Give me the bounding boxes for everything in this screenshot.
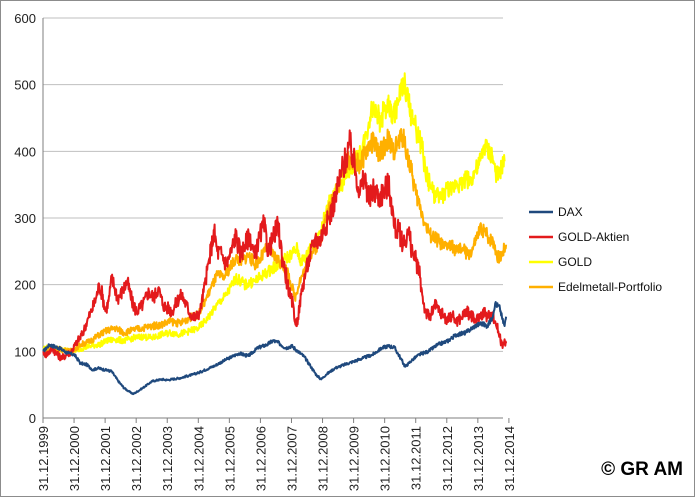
x-tick-label-9: 31.12.2008 xyxy=(316,426,331,491)
series-line-gold xyxy=(42,72,506,355)
copyright-label: © GR AM xyxy=(601,459,683,480)
y-tick-label-100: 100 xyxy=(14,344,36,359)
x-tick-label-2: 31.12.2001 xyxy=(98,426,113,491)
legend-label-edelmetall-portfolio: Edelmetall-Portfolio xyxy=(558,280,662,294)
y-tick-label-400: 400 xyxy=(14,144,36,159)
x-tick-label-4: 31.12.2003 xyxy=(160,426,175,491)
x-tick-label-12: 31.12.2011 xyxy=(409,426,424,490)
y-tick-label-200: 200 xyxy=(14,278,36,293)
x-tick-label-7: 31.12.2006 xyxy=(253,426,268,491)
legend-label-gold: GOLD xyxy=(558,255,592,269)
x-tick-label-0: 31.12.1999 xyxy=(36,426,51,491)
y-tick-label-0: 0 xyxy=(29,411,36,426)
y-tick-label-300: 300 xyxy=(14,211,36,226)
x-tick-label-3: 31.12.2002 xyxy=(129,426,144,491)
x-tick-label-6: 31.12.2005 xyxy=(222,426,237,491)
series-line-edelmetall-portfolio xyxy=(42,128,508,355)
legend-label-dax: DAX xyxy=(558,205,583,219)
x-tick-label-14: 31.12.2013 xyxy=(471,426,486,491)
x-tick-label-13: 31.12.2012 xyxy=(440,426,455,491)
series-line-gold-aktien xyxy=(42,129,508,362)
x-tick-label-1: 31.12.2000 xyxy=(67,426,82,491)
x-tick-label-5: 31.12.2004 xyxy=(191,426,206,491)
y-tick-label-500: 500 xyxy=(14,78,36,93)
x-tick-label-10: 31.12.2009 xyxy=(347,426,362,491)
legend-label-gold-aktien: GOLD-Aktien xyxy=(558,230,629,244)
y-tick-label-600: 600 xyxy=(14,11,36,26)
x-tick-label-11: 31.12.2010 xyxy=(378,426,393,491)
x-tick-label-15: 31.12.2014 xyxy=(502,426,517,491)
x-tick-label-8: 31.12.2007 xyxy=(284,426,299,491)
legend: DAX GOLD-Aktien GOLD Edelmetall-Portfolio xyxy=(529,205,662,294)
series-line-dax xyxy=(42,301,508,396)
